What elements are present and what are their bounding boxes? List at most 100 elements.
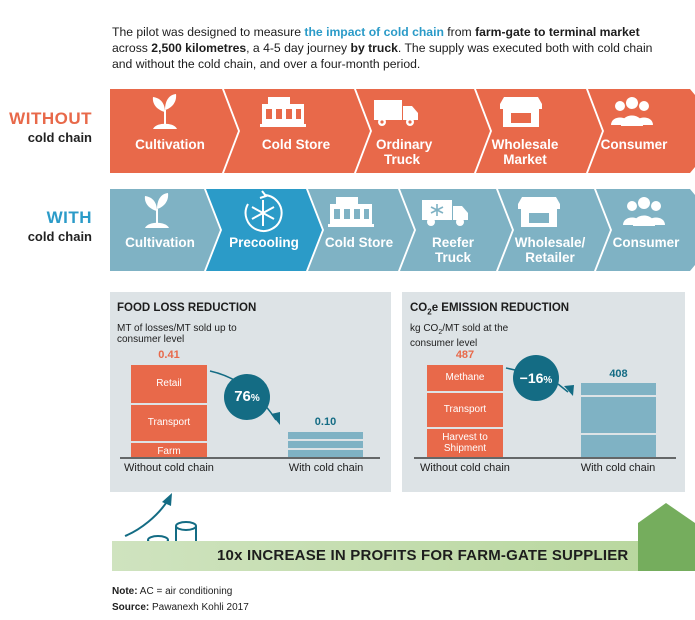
emission-xlabel-with: With cold chain	[580, 462, 656, 474]
emission-title-sub: 2	[427, 307, 432, 317]
emission-subtitle-sub: 2	[438, 329, 443, 336]
emission-title-text: CO	[410, 302, 428, 314]
food-loss-segment-retail	[131, 365, 207, 403]
food-loss-label-farm: Farm	[157, 446, 181, 457]
intro-text: . The supply was executed both with cold…	[112, 41, 653, 71]
emission-with-segment	[581, 383, 656, 395]
market-stall-icon	[500, 97, 542, 127]
growth-arrow-icon	[124, 493, 172, 537]
food-loss-title: FOOD LOSS REDUCTION	[117, 302, 257, 314]
emission-xlabel-without: Without cold chain	[420, 462, 510, 474]
food-loss-without-bar	[131, 365, 207, 457]
emission-reduction-badge: −16%	[513, 355, 559, 401]
emission-with-segment	[581, 435, 656, 457]
note-line: Note: AC = air conditioning	[112, 586, 232, 597]
food-loss-label-retail: Retail	[156, 378, 182, 389]
sprout-icon	[152, 94, 177, 129]
without-step-label-cold-store: Cold Store	[261, 137, 331, 152]
emission-without-total: 487	[455, 349, 475, 361]
with-step-label-consumer: Consumer	[612, 235, 680, 250]
food-loss-without-total: 0.41	[158, 349, 180, 361]
emission-with-segment	[581, 397, 656, 433]
emission-title: CO2e EMISSION REDUCTION	[410, 302, 569, 316]
emission-with-bar	[581, 383, 656, 457]
with-step-precooling	[206, 189, 322, 271]
without-cold-chain-label: WITHOUT cold chain	[0, 109, 92, 145]
emission-badge-value: −16	[519, 370, 544, 386]
emission-segment-transport	[427, 393, 503, 427]
note-label: Note:	[112, 586, 138, 597]
food-loss-with-bar	[288, 432, 363, 457]
emission-subtitle-text: kg CO	[410, 323, 439, 334]
without-step-label-cultivation: Cultivation	[135, 137, 205, 152]
food-loss-segment-farm	[131, 443, 207, 457]
without-step-label-wholesale-market: Wholesale Market	[491, 137, 559, 167]
people-icon	[623, 197, 665, 226]
emission-title-text: e EMISSION REDUCTION	[431, 302, 570, 314]
intro-text: , a 4-5 day journey	[246, 41, 351, 55]
food-loss-with-segment	[288, 450, 363, 457]
food-loss-with-segment	[288, 432, 363, 439]
food-loss-reduction-badge: 76%	[224, 374, 270, 420]
emission-label-harvest: Harvest to Shipment	[442, 432, 488, 454]
emission-arrow	[557, 383, 569, 393]
emission-without-bar	[427, 365, 503, 457]
intro-bold: 2,500 kilometres	[151, 41, 247, 55]
food-loss-arrowhead	[271, 412, 280, 425]
without-label-big: WITHOUT	[9, 109, 92, 128]
snowflake-icon	[244, 190, 283, 232]
food-loss-xlabel-without: Without cold chain	[124, 462, 214, 474]
source-text: Pawanexh Kohli 2017	[149, 602, 249, 613]
emission-subtitle: kg CO2/MT sold at the consumer level	[410, 323, 530, 349]
with-label-small: cold chain	[27, 229, 92, 244]
cold-store-icon	[328, 197, 374, 227]
with-step-label-wholesale-retailer: Wholesale/ Retailer	[514, 235, 586, 265]
profit-banner	[112, 541, 640, 571]
emission-with-total: 408	[609, 368, 628, 380]
intro-paragraph: The pilot was designed to measure the im…	[112, 24, 672, 72]
without-step-consumer	[588, 89, 695, 173]
intro-text: The pilot was designed to measure	[112, 25, 305, 39]
emission-label-transport: Transport	[443, 404, 487, 415]
food-loss-segment-transport	[131, 405, 207, 441]
food-loss-subtitle: MT of losses/MT sold up to consumer leve…	[117, 323, 237, 345]
intro-bold: farm-gate to terminal market	[475, 25, 640, 39]
with-step-label-cold-store: Cold Store	[324, 235, 394, 250]
without-label-small: cold chain	[27, 130, 92, 145]
intro-bold: by truck	[350, 41, 398, 55]
emission-subtitle-text: /MT sold at the consumer level	[410, 323, 509, 349]
food-loss-with-total: 0.10	[314, 416, 337, 428]
with-label-big: WITH	[46, 208, 92, 227]
intro-text: from	[443, 25, 476, 39]
reefer-truck-icon	[422, 200, 468, 226]
emission-segment-methane	[427, 365, 503, 391]
emission-badge-unit: %	[543, 375, 553, 386]
with-step-consumer	[596, 189, 695, 271]
emission-arrowhead	[564, 385, 574, 396]
with-cold-chain-label: WITH cold chain	[0, 208, 92, 244]
food-loss-label-transport: Transport	[147, 417, 191, 428]
note-text: AC = air conditioning	[137, 586, 233, 597]
without-step-label-consumer: Consumer	[600, 137, 668, 152]
food-loss-xlabel-with: With cold chain	[288, 462, 364, 474]
with-step-label-reefer-truck: Reefer Truck	[431, 235, 475, 265]
emission-segment-harvest	[427, 429, 503, 457]
people-icon	[611, 97, 653, 126]
truck-icon	[374, 100, 418, 126]
without-step-label-ordinary-truck: Ordinary Truck	[376, 137, 433, 167]
without-step-cultivation	[110, 89, 238, 173]
source-label: Source:	[112, 602, 150, 613]
food-loss-with-segment	[288, 441, 363, 448]
with-step-label-cultivation: Cultivation	[125, 235, 195, 250]
food-loss-badge-value: 76	[234, 388, 251, 405]
without-step-cold-store	[224, 89, 370, 173]
food-loss-badge-unit: %	[250, 393, 260, 404]
intro-highlight: the impact of cold chain	[304, 25, 444, 39]
sprout-icon	[144, 193, 169, 228]
market-stall-icon	[518, 197, 560, 227]
cold-store-icon	[260, 97, 306, 127]
source-line: Source: Pawanexh Kohli 2017	[112, 602, 249, 613]
emission-label-methane: Methane	[445, 372, 485, 383]
